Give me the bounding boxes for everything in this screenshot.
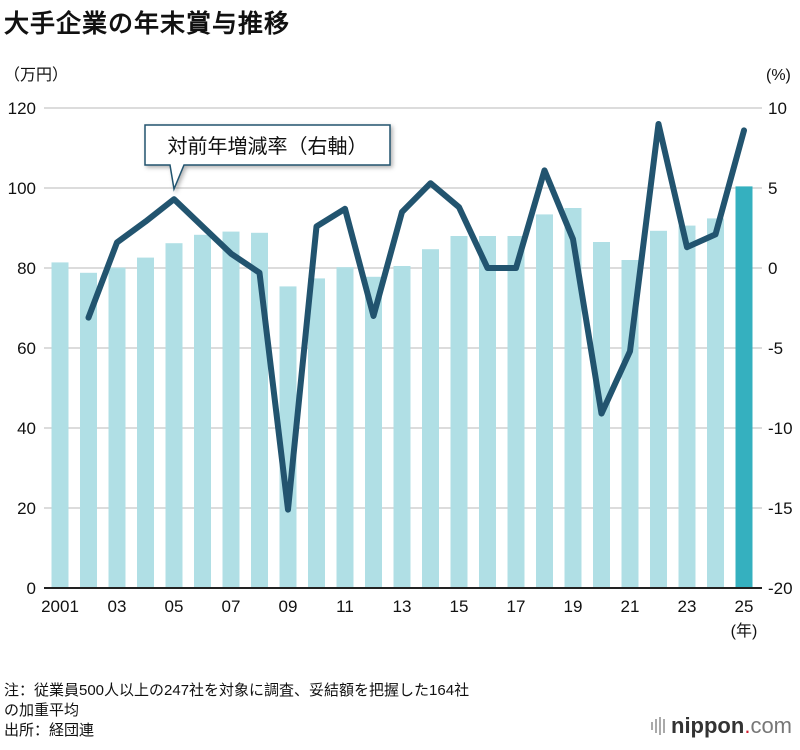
left-tick-label: 120	[8, 99, 36, 118]
logo-bars-icon	[651, 717, 665, 735]
bar-2011	[336, 267, 354, 588]
bar-2007	[222, 231, 240, 588]
logo-dot: .	[744, 713, 751, 738]
bar-2018	[536, 214, 553, 588]
bar-2002	[80, 272, 97, 588]
bar-2003	[108, 267, 126, 588]
x-tick-label: 09	[279, 597, 298, 616]
x-unit-label: (年)	[731, 622, 758, 640]
footnote-line1: 注：従業員500人以上の247社を対象に調査、妥結額を把握した164社	[4, 682, 470, 699]
x-tick-label: 19	[564, 597, 583, 616]
bar-2022	[650, 230, 667, 589]
x-tick-label: 2001	[41, 597, 79, 616]
left-tick-label: 100	[8, 179, 36, 198]
bar-2014	[422, 249, 439, 588]
left-tick-label: 60	[17, 339, 36, 358]
annotation-callout-box	[144, 124, 391, 192]
bar-2016	[479, 236, 496, 588]
x-tick-label: 21	[621, 597, 640, 616]
annotation-label: 対前年増減率（右軸）	[168, 135, 368, 158]
source-note: 出所：経団連	[4, 722, 95, 739]
bar-2019	[564, 208, 582, 588]
bar-2015	[450, 236, 468, 588]
footnote-line2: の加重平均	[4, 702, 80, 719]
chart-title: 大手企業の年末賞与推移	[4, 10, 291, 38]
x-tick-label: 15	[450, 597, 469, 616]
left-tick-label: 80	[17, 259, 36, 278]
left-axis-label: （万円）	[4, 66, 68, 84]
x-tick-label: 25	[735, 597, 754, 616]
bar-2013	[393, 266, 411, 588]
right-tick-label: -15	[768, 499, 793, 518]
logo-name: nippon	[671, 713, 745, 738]
bar-2005	[165, 243, 183, 588]
right-tick-label: -10	[768, 419, 793, 438]
logo-tld: com	[750, 713, 792, 738]
bar-2010	[308, 278, 325, 588]
right-axis-label: (%)	[766, 67, 791, 84]
x-tick-label: 07	[222, 597, 241, 616]
growth-rate-line	[85, 121, 747, 513]
bar-2009	[279, 286, 297, 588]
x-tick-label: 05	[165, 597, 184, 616]
bar-2021	[621, 260, 639, 588]
right-tick-label: -5	[768, 339, 783, 358]
bar-2024	[707, 218, 724, 588]
bar-2023	[678, 225, 696, 588]
bar-2006	[194, 234, 211, 589]
left-tick-label: 40	[17, 419, 36, 438]
x-tick-label: 03	[108, 597, 127, 616]
right-tick-label: -20	[768, 579, 793, 598]
x-tick-label: 11	[336, 597, 354, 616]
bar-2017	[507, 236, 525, 588]
bar-2012	[365, 276, 382, 588]
bar-2004	[137, 257, 154, 588]
x-tick-label: 23	[678, 597, 697, 616]
left-tick-label: 20	[17, 499, 36, 518]
bar-2025	[735, 186, 753, 588]
x-tick-label: 17	[507, 597, 526, 616]
x-tick-label: 13	[393, 597, 412, 616]
right-tick-label: 10	[768, 99, 787, 118]
right-tick-label: 5	[768, 179, 777, 198]
left-tick-label: 0	[27, 579, 36, 598]
bar-2001	[51, 262, 69, 588]
right-tick-label: 0	[768, 259, 777, 278]
nippon-logo: nippon.com	[651, 713, 792, 739]
